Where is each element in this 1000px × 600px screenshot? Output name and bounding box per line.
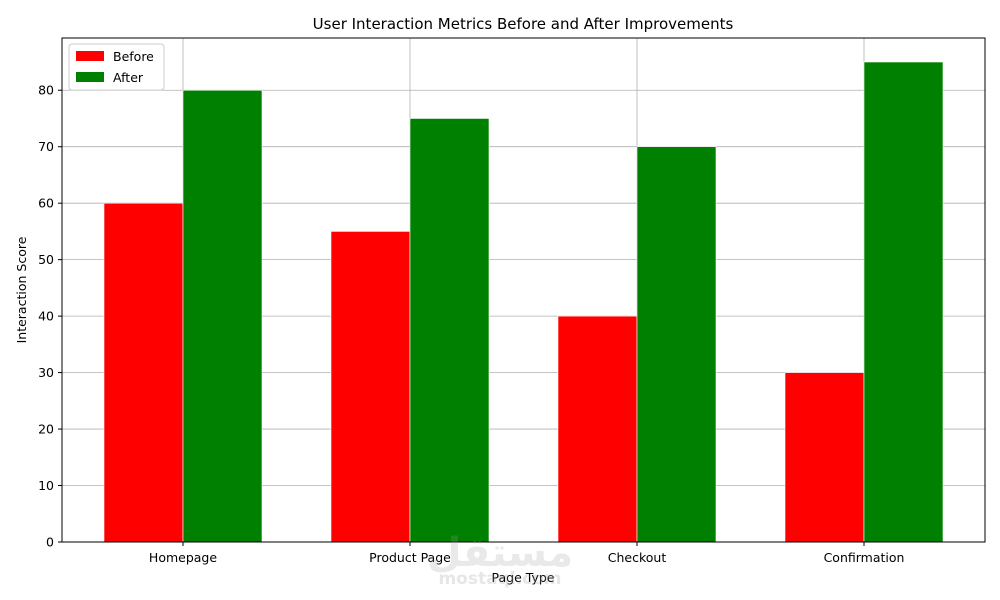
y-tick-label: 30: [38, 365, 54, 380]
chart-title: User Interaction Metrics Before and Afte…: [313, 15, 734, 33]
x-tick-label: Product Page: [369, 550, 451, 565]
y-tick-label: 50: [38, 252, 54, 267]
watermark: مستقل mostaql.com: [427, 530, 573, 589]
x-axis-ticks: Homepage Product Page Checkout Confirmation: [149, 542, 905, 565]
legend: Before After: [68, 43, 165, 91]
x-tick-label: Confirmation: [824, 550, 905, 565]
x-tick-label: Checkout: [608, 550, 667, 565]
legend-swatch: [76, 51, 104, 61]
watermark-arabic-text: مستقل: [427, 530, 573, 576]
bar-after-confirmation: [863, 61, 944, 543]
bar-before-homepage: [103, 202, 184, 543]
bar-after-checkout: [636, 146, 717, 543]
y-tick-label: 60: [38, 196, 54, 211]
bar-before-product-page: [330, 231, 411, 543]
legend-label: After: [113, 70, 144, 85]
y-tick-label: 70: [38, 139, 54, 154]
y-axis-ticks: 0 10 20 30 40 50 60 70 80: [38, 83, 62, 550]
y-axis-title: Interaction Score: [14, 236, 29, 343]
y-tick-label: 0: [46, 535, 54, 550]
bar-before-checkout: [557, 315, 638, 543]
bar-after-product-page: [409, 118, 490, 543]
y-tick-label: 40: [38, 309, 54, 324]
y-tick-label: 80: [38, 83, 54, 98]
bars: [103, 61, 944, 543]
y-tick-label: 10: [38, 478, 54, 493]
y-tick-label: 20: [38, 422, 54, 437]
legend-label: Before: [113, 49, 154, 64]
bar-before-confirmation: [784, 372, 865, 543]
watermark-english-text: mostaql.com: [438, 569, 561, 589]
legend-swatch: [76, 72, 104, 82]
x-axis-title: Page Type: [492, 570, 555, 585]
bar-after-homepage: [182, 89, 263, 543]
x-tick-label: Homepage: [149, 550, 217, 565]
plot-frame: [61, 37, 986, 543]
